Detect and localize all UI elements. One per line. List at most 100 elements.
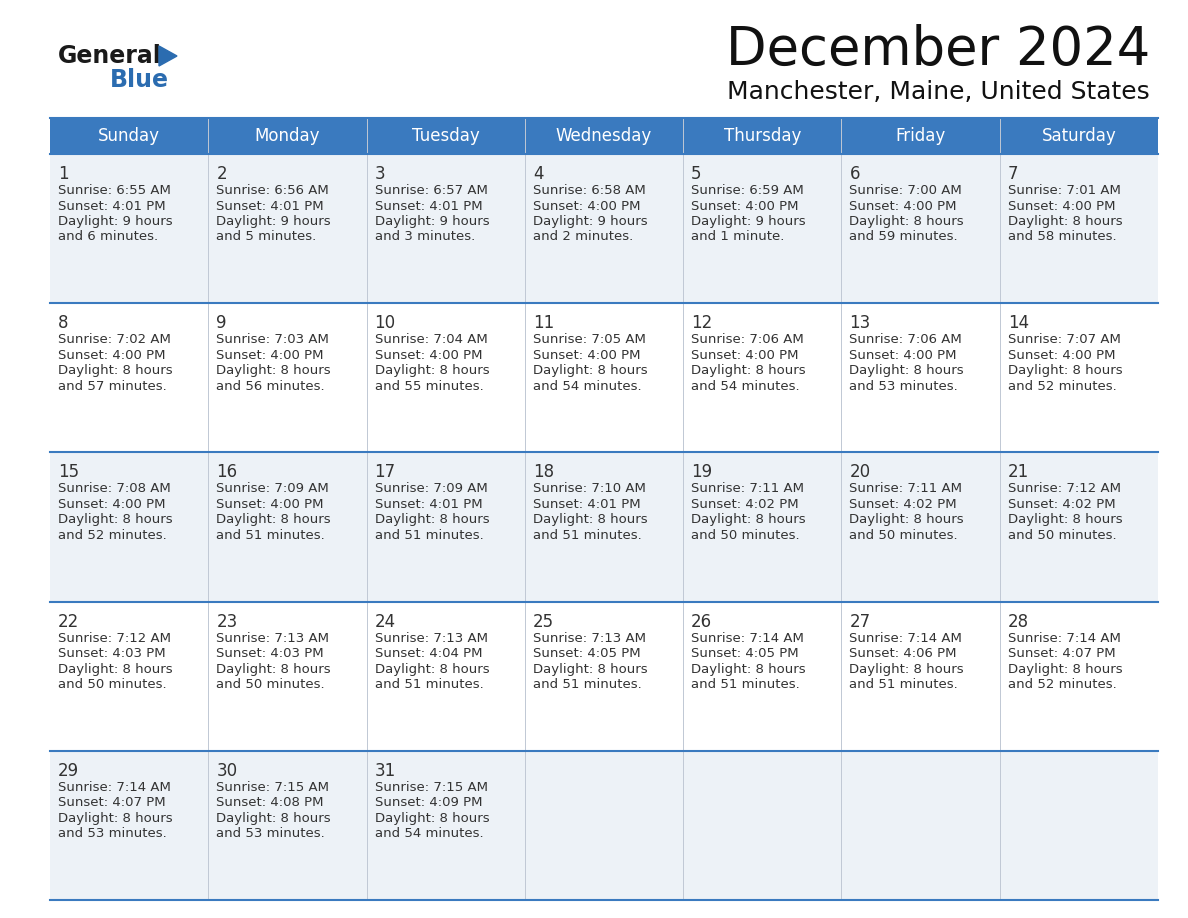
Text: Wednesday: Wednesday — [556, 127, 652, 145]
Text: Daylight: 8 hours: Daylight: 8 hours — [533, 513, 647, 526]
Text: Sunset: 4:05 PM: Sunset: 4:05 PM — [691, 647, 798, 660]
Bar — [50, 118, 1158, 154]
Text: Daylight: 9 hours: Daylight: 9 hours — [374, 215, 489, 228]
Text: Sunrise: 7:15 AM: Sunrise: 7:15 AM — [216, 781, 329, 794]
Text: Sunrise: 7:01 AM: Sunrise: 7:01 AM — [1007, 184, 1120, 197]
Text: Daylight: 8 hours: Daylight: 8 hours — [58, 663, 172, 676]
Text: 4: 4 — [533, 165, 543, 183]
Text: Sunrise: 7:00 AM: Sunrise: 7:00 AM — [849, 184, 962, 197]
Text: December 2024: December 2024 — [726, 24, 1150, 76]
Text: 23: 23 — [216, 612, 238, 631]
Text: Daylight: 9 hours: Daylight: 9 hours — [58, 215, 172, 228]
Text: Tuesday: Tuesday — [412, 127, 480, 145]
Text: and 52 minutes.: and 52 minutes. — [1007, 380, 1117, 393]
Text: 2: 2 — [216, 165, 227, 183]
Text: Daylight: 8 hours: Daylight: 8 hours — [58, 364, 172, 377]
Text: Sunrise: 7:14 AM: Sunrise: 7:14 AM — [849, 632, 962, 644]
Text: Sunset: 4:00 PM: Sunset: 4:00 PM — [58, 498, 165, 511]
Text: Sunset: 4:09 PM: Sunset: 4:09 PM — [374, 796, 482, 810]
Text: Daylight: 8 hours: Daylight: 8 hours — [1007, 215, 1123, 228]
Text: General: General — [58, 44, 162, 68]
Text: Daylight: 8 hours: Daylight: 8 hours — [216, 663, 331, 676]
Text: Sunset: 4:00 PM: Sunset: 4:00 PM — [216, 498, 324, 511]
Text: Friday: Friday — [896, 127, 946, 145]
Text: and 51 minutes.: and 51 minutes. — [374, 678, 484, 691]
Text: Sunrise: 7:15 AM: Sunrise: 7:15 AM — [374, 781, 487, 794]
Text: Daylight: 8 hours: Daylight: 8 hours — [374, 513, 489, 526]
Text: Sunset: 4:00 PM: Sunset: 4:00 PM — [1007, 349, 1116, 362]
Text: Sunset: 4:00 PM: Sunset: 4:00 PM — [533, 349, 640, 362]
Text: and 54 minutes.: and 54 minutes. — [533, 380, 642, 393]
Text: Sunday: Sunday — [99, 127, 160, 145]
Text: Sunrise: 6:57 AM: Sunrise: 6:57 AM — [374, 184, 487, 197]
Text: Daylight: 8 hours: Daylight: 8 hours — [849, 663, 963, 676]
Text: 27: 27 — [849, 612, 871, 631]
Text: Sunset: 4:01 PM: Sunset: 4:01 PM — [58, 199, 165, 212]
Text: Daylight: 8 hours: Daylight: 8 hours — [216, 812, 331, 824]
Text: Sunrise: 7:05 AM: Sunrise: 7:05 AM — [533, 333, 646, 346]
Text: Sunset: 4:00 PM: Sunset: 4:00 PM — [216, 349, 324, 362]
Text: 16: 16 — [216, 464, 238, 481]
Text: and 52 minutes.: and 52 minutes. — [1007, 678, 1117, 691]
Text: and 53 minutes.: and 53 minutes. — [216, 827, 326, 840]
Text: Daylight: 8 hours: Daylight: 8 hours — [849, 364, 963, 377]
Text: 8: 8 — [58, 314, 69, 332]
Text: Daylight: 8 hours: Daylight: 8 hours — [374, 812, 489, 824]
Text: Sunset: 4:05 PM: Sunset: 4:05 PM — [533, 647, 640, 660]
Text: Manchester, Maine, United States: Manchester, Maine, United States — [727, 80, 1150, 104]
Text: Daylight: 9 hours: Daylight: 9 hours — [533, 215, 647, 228]
Text: Sunset: 4:01 PM: Sunset: 4:01 PM — [533, 498, 640, 511]
Text: and 54 minutes.: and 54 minutes. — [374, 827, 484, 840]
Text: Sunset: 4:00 PM: Sunset: 4:00 PM — [58, 349, 165, 362]
Text: and 50 minutes.: and 50 minutes. — [849, 529, 958, 542]
Text: Sunrise: 7:02 AM: Sunrise: 7:02 AM — [58, 333, 171, 346]
Text: 22: 22 — [58, 612, 80, 631]
Text: Sunrise: 7:04 AM: Sunrise: 7:04 AM — [374, 333, 487, 346]
Text: and 59 minutes.: and 59 minutes. — [849, 230, 958, 243]
Text: and 50 minutes.: and 50 minutes. — [1007, 529, 1117, 542]
Text: Sunset: 4:00 PM: Sunset: 4:00 PM — [1007, 199, 1116, 212]
Text: Daylight: 8 hours: Daylight: 8 hours — [691, 513, 805, 526]
Text: Daylight: 8 hours: Daylight: 8 hours — [1007, 663, 1123, 676]
Text: Daylight: 8 hours: Daylight: 8 hours — [1007, 364, 1123, 377]
Text: Blue: Blue — [110, 68, 169, 92]
Text: 6: 6 — [849, 165, 860, 183]
Bar — [50, 303, 1158, 453]
Text: Sunrise: 7:06 AM: Sunrise: 7:06 AM — [849, 333, 962, 346]
Text: and 51 minutes.: and 51 minutes. — [533, 678, 642, 691]
Text: 10: 10 — [374, 314, 396, 332]
Text: and 53 minutes.: and 53 minutes. — [58, 827, 166, 840]
Text: Sunrise: 7:06 AM: Sunrise: 7:06 AM — [691, 333, 804, 346]
Text: 18: 18 — [533, 464, 554, 481]
Text: Daylight: 8 hours: Daylight: 8 hours — [58, 513, 172, 526]
Text: and 58 minutes.: and 58 minutes. — [1007, 230, 1117, 243]
Text: Sunrise: 6:55 AM: Sunrise: 6:55 AM — [58, 184, 171, 197]
Text: Sunrise: 7:09 AM: Sunrise: 7:09 AM — [374, 482, 487, 496]
Text: Sunset: 4:00 PM: Sunset: 4:00 PM — [691, 199, 798, 212]
Text: Sunset: 4:06 PM: Sunset: 4:06 PM — [849, 647, 956, 660]
Text: Daylight: 8 hours: Daylight: 8 hours — [691, 663, 805, 676]
Bar — [50, 154, 1158, 303]
Text: 9: 9 — [216, 314, 227, 332]
Text: Sunset: 4:03 PM: Sunset: 4:03 PM — [58, 647, 165, 660]
Text: Saturday: Saturday — [1042, 127, 1117, 145]
Text: 19: 19 — [691, 464, 713, 481]
Text: 28: 28 — [1007, 612, 1029, 631]
Text: and 2 minutes.: and 2 minutes. — [533, 230, 633, 243]
Text: Sunrise: 7:12 AM: Sunrise: 7:12 AM — [58, 632, 171, 644]
Text: 7: 7 — [1007, 165, 1018, 183]
Text: and 51 minutes.: and 51 minutes. — [374, 529, 484, 542]
Text: Sunset: 4:03 PM: Sunset: 4:03 PM — [216, 647, 324, 660]
Text: and 51 minutes.: and 51 minutes. — [216, 529, 326, 542]
Text: 12: 12 — [691, 314, 713, 332]
Text: Sunrise: 7:11 AM: Sunrise: 7:11 AM — [691, 482, 804, 496]
Text: Sunrise: 7:13 AM: Sunrise: 7:13 AM — [216, 632, 329, 644]
Text: Sunset: 4:07 PM: Sunset: 4:07 PM — [1007, 647, 1116, 660]
Text: Daylight: 8 hours: Daylight: 8 hours — [216, 513, 331, 526]
Text: Sunrise: 6:58 AM: Sunrise: 6:58 AM — [533, 184, 645, 197]
Text: Monday: Monday — [254, 127, 321, 145]
Text: and 50 minutes.: and 50 minutes. — [216, 678, 324, 691]
Text: and 6 minutes.: and 6 minutes. — [58, 230, 158, 243]
Text: and 51 minutes.: and 51 minutes. — [849, 678, 959, 691]
Text: Sunset: 4:04 PM: Sunset: 4:04 PM — [374, 647, 482, 660]
